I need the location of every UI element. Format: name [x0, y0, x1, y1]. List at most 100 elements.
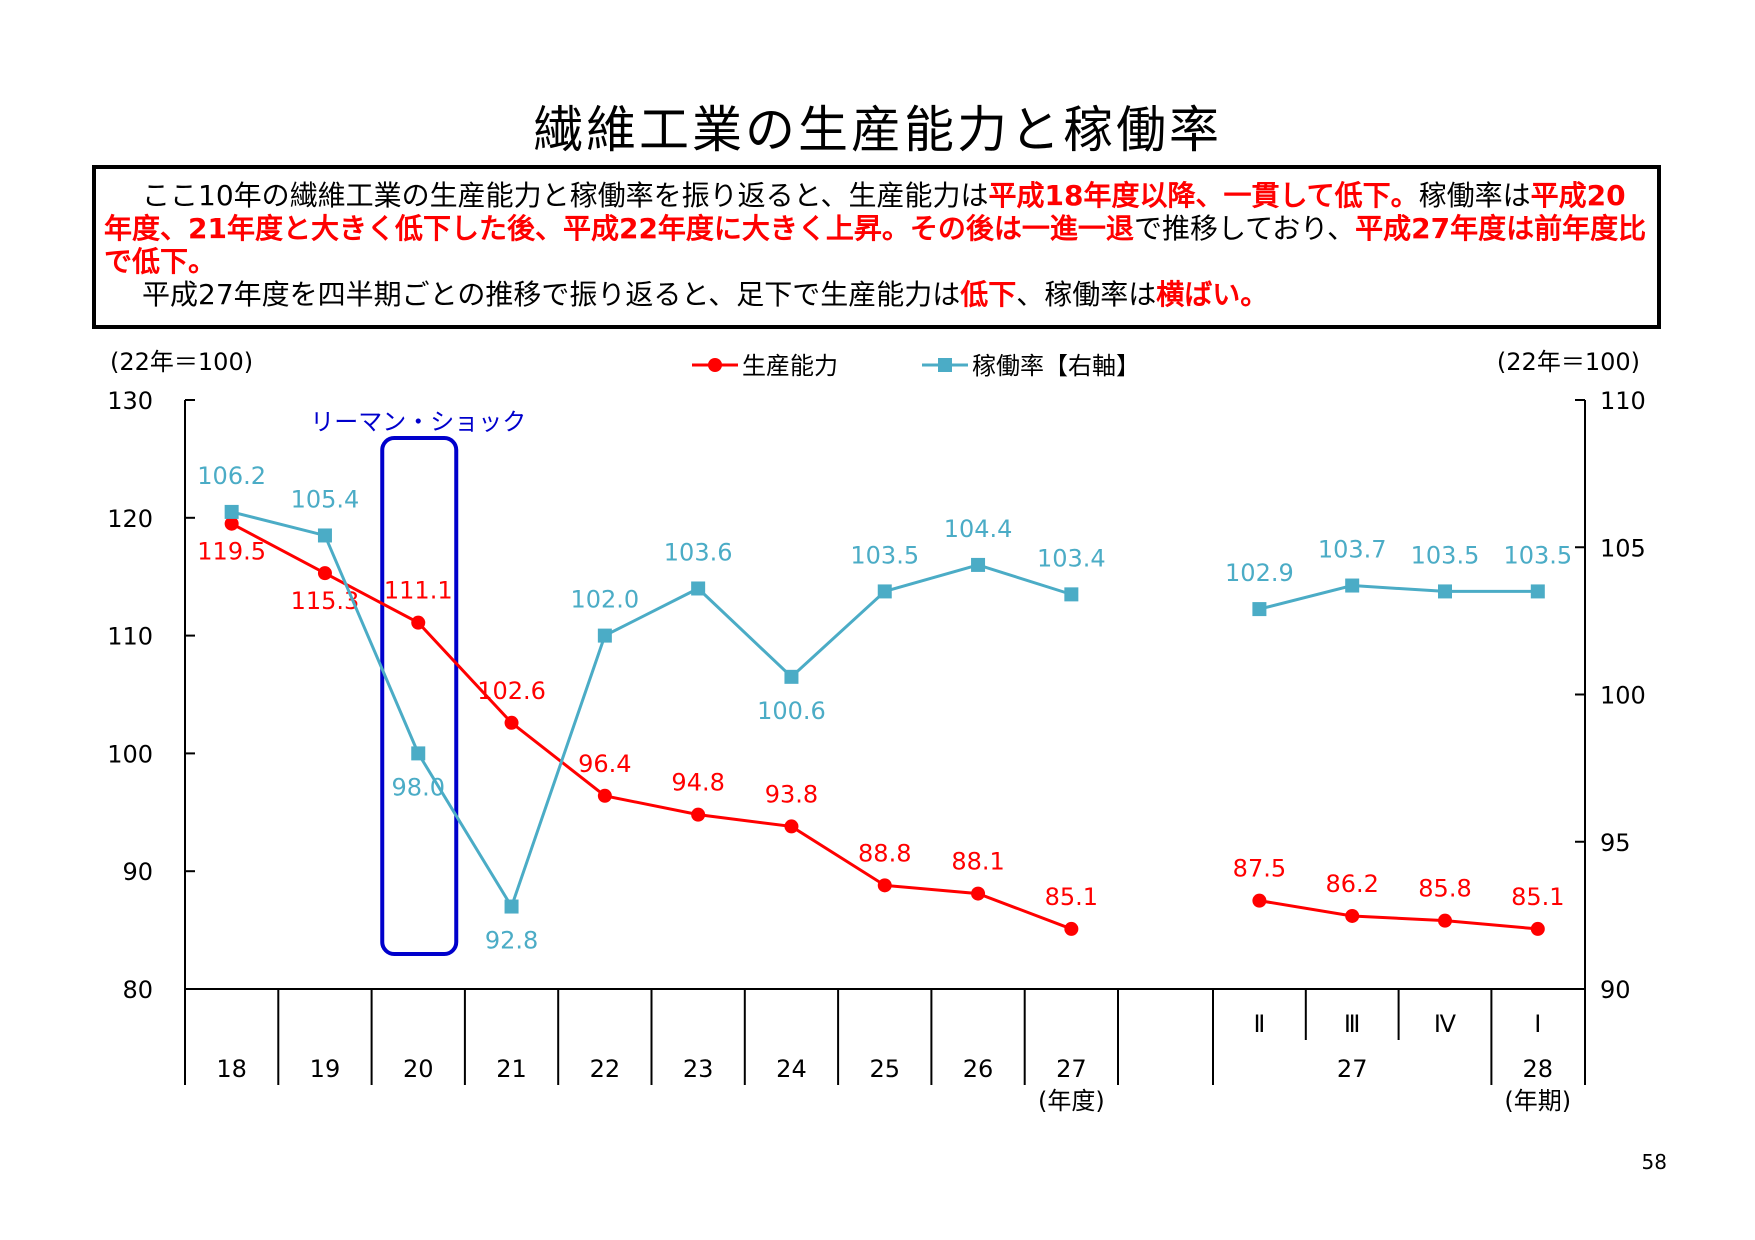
summary-highlight: 横ばい。	[1156, 278, 1269, 311]
data-point	[1345, 908, 1360, 923]
series-line-annual	[230, 522, 1072, 931]
data-point	[1252, 602, 1267, 617]
summary-text: 平成27年度を四半期ごとの推移で振り返ると、足下で生産能力は	[142, 278, 961, 311]
annual-category-label: 20	[403, 1055, 434, 1083]
left-axis-tick-label: 110	[107, 623, 153, 651]
series-line-quarterly	[1259, 584, 1538, 611]
left-axis-unit: (22年＝100)	[110, 348, 253, 376]
data-point	[504, 715, 519, 730]
data-point	[1345, 578, 1360, 593]
data-label: 103.6	[664, 538, 733, 566]
data-point	[411, 746, 426, 761]
data-point	[784, 819, 799, 834]
annual-category-label: 26	[963, 1055, 994, 1083]
data-point	[317, 566, 332, 581]
data-label: 104.4	[944, 515, 1013, 543]
summary-text: 稼働率は	[1418, 179, 1531, 212]
data-point	[691, 581, 706, 596]
annual-category-label: 22	[590, 1055, 621, 1083]
right-axis-unit: (22年＝100)	[1497, 348, 1640, 376]
data-label: 103.5	[850, 541, 919, 569]
annual-category-label: 19	[310, 1055, 341, 1083]
data-label: 85.8	[1418, 875, 1471, 903]
capacity-utilization-chart: 80 90 100 110 120 130 90 95 100 105 110 (22年＝100) (2…	[107, 348, 1646, 1115]
data-point	[1530, 584, 1545, 599]
left-axis-tick-label: 100	[107, 740, 153, 768]
quarter-label: Ⅳ	[1434, 1010, 1456, 1038]
data-label: 103.7	[1318, 536, 1387, 564]
annual-category-label: 25	[869, 1055, 900, 1083]
summary-highlight: 平成18年度以降、一貫して低下。	[988, 179, 1419, 212]
data-point	[691, 807, 706, 822]
data-label: 111.1	[384, 577, 453, 605]
data-label: 103.5	[1503, 541, 1572, 569]
summary-paragraph: 平成27年度を四半期ごとの推移で振り返ると、足下で生産能力は低下、稼働率は横ばい…	[104, 278, 1647, 311]
legend-marker	[708, 358, 722, 372]
summary-text: 、稼働率は	[1016, 278, 1157, 311]
data-label: 103.5	[1411, 541, 1480, 569]
annual-category-label: 27	[1056, 1055, 1087, 1083]
lehman-shock-box	[380, 436, 459, 956]
summary-highlight: 平成20年度、21年度と大きく低下した後、平成22年度に大きく上昇。その後は一進…	[104, 179, 1626, 245]
right-axis-tick-label: 100	[1600, 682, 1646, 710]
data-point	[597, 788, 612, 803]
data-label: 94.8	[671, 769, 724, 797]
right-axis-tick-label: 110	[1600, 387, 1646, 415]
data-label: 119.5	[197, 538, 266, 566]
data-label: 93.8	[765, 780, 818, 808]
lehman-shock-label: リーマン・ショック	[310, 408, 526, 436]
legend-marker	[938, 358, 952, 372]
series-line-quarterly	[1259, 899, 1538, 931]
data-point	[504, 899, 519, 914]
legend-label: 生産能力	[742, 352, 838, 380]
summary-paragraph: ここ10年の繊維工業の生産能力と稼働率を振り返ると、生産能力は平成18年度以降、…	[104, 179, 1647, 278]
summary-highlight: 低下	[960, 278, 1017, 311]
right-axis-tick-label: 90	[1600, 976, 1631, 1004]
data-label: 86.2	[1325, 870, 1378, 898]
data-point	[971, 557, 986, 572]
right-axis-tick-label: 105	[1600, 534, 1646, 562]
quarter-label: Ⅱ	[1253, 1010, 1265, 1038]
summary-highlight: 平成27年度は前年度比で低下。	[104, 212, 1647, 278]
quarter-axis-suffix: (年期)	[1504, 1087, 1571, 1115]
annual-category-label: 24	[776, 1055, 807, 1083]
data-point	[1438, 913, 1452, 928]
quarter-label: Ⅲ	[1344, 1010, 1361, 1038]
data-label: 85.1	[1045, 883, 1098, 911]
data-label: 103.4	[1037, 544, 1106, 572]
data-point	[1530, 921, 1545, 936]
data-label: 96.4	[578, 750, 631, 778]
data-point	[224, 516, 239, 531]
annual-category-label: 23	[683, 1055, 714, 1083]
summary-box: ここ10年の繊維工業の生産能力と稼働率を振り返ると、生産能力は平成18年度以降、…	[92, 165, 1661, 329]
page-number: 58	[1641, 1150, 1667, 1174]
page-title: 繊維工業の生産能力と稼働率	[533, 101, 1222, 159]
data-label: 92.8	[485, 927, 538, 955]
annual-category-label: 18	[216, 1055, 247, 1083]
data-point	[877, 878, 892, 893]
data-label: 100.6	[757, 697, 826, 725]
data-label: 88.8	[858, 839, 911, 867]
data-point	[317, 528, 332, 543]
data-point	[1252, 893, 1267, 908]
data-label: 106.2	[197, 462, 266, 490]
legend-label: 稼働率【右軸】	[972, 352, 1140, 380]
data-point	[1064, 921, 1079, 936]
data-point	[877, 584, 892, 599]
summary-text: ここ10年の繊維工業の生産能力と稼働率を振り返ると、生産能力は	[142, 179, 989, 212]
data-label: 98.0	[392, 773, 445, 801]
left-axis-tick-label: 120	[107, 505, 153, 533]
data-point	[1438, 584, 1452, 599]
data-point	[597, 628, 612, 643]
left-axis-tick-label: 90	[122, 858, 153, 886]
data-label: 105.4	[291, 485, 360, 513]
quarter-year-label: 27	[1337, 1055, 1368, 1083]
quarter-year-label: 28	[1523, 1055, 1554, 1083]
summary-text: で推移しており、	[1133, 212, 1356, 245]
annual-category-label: 21	[496, 1055, 527, 1083]
data-point	[411, 615, 426, 630]
series-line-annual	[231, 510, 1072, 911]
data-point	[1064, 587, 1079, 602]
left-axis-tick-label: 130	[107, 387, 153, 415]
data-label: 102.6	[477, 677, 546, 705]
